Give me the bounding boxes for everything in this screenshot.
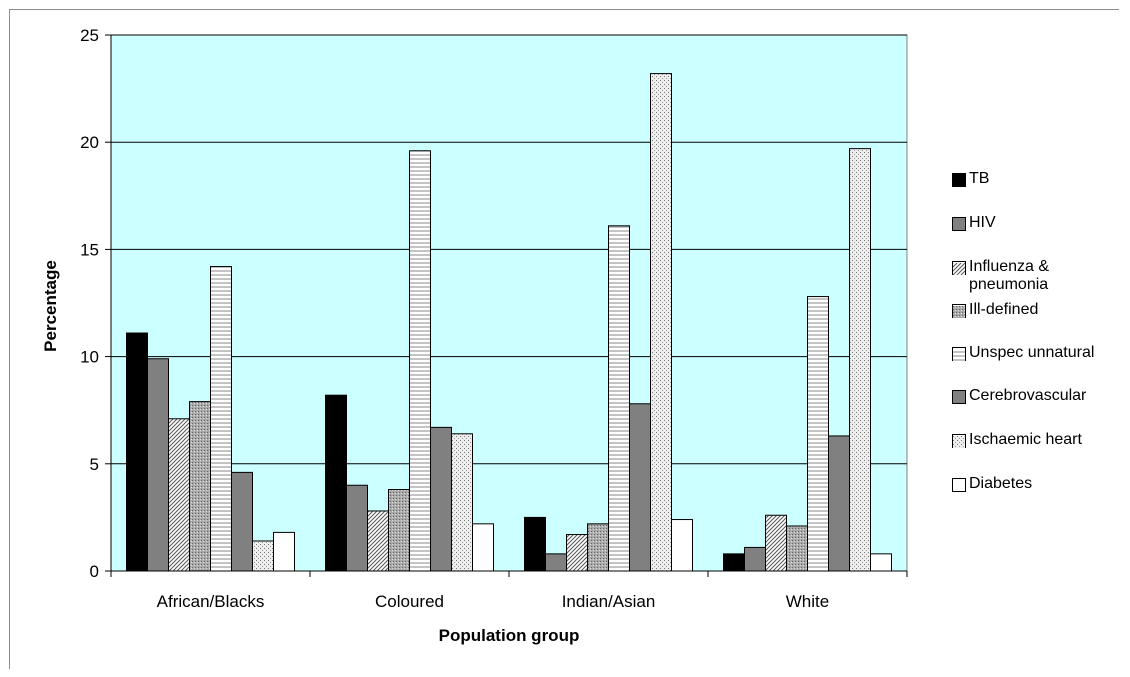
legend-label: Cerebrovascular [969, 387, 1087, 404]
bar [189, 401, 211, 572]
x-tick-label: Indian/Asian [562, 592, 656, 611]
legend-swatch [952, 217, 966, 231]
legend-label: Ischaemic heart [969, 431, 1082, 448]
y-tick-label: 20 [80, 133, 99, 152]
bar [545, 553, 567, 572]
legend-swatch-fill [953, 436, 965, 448]
bar [849, 148, 871, 572]
legend-item: Ill-defined [952, 301, 1129, 319]
bar [273, 531, 295, 572]
gridlines [111, 34, 907, 465]
y-tick-label: 5 [90, 455, 99, 474]
bar [870, 553, 892, 572]
bar [828, 435, 850, 572]
bar [409, 150, 431, 572]
bar [147, 358, 169, 572]
bar [252, 540, 274, 572]
legend-swatch-fill [953, 349, 965, 361]
legend-swatch [952, 434, 966, 448]
legend-swatch [952, 390, 966, 404]
bar [346, 484, 368, 572]
bar [126, 332, 148, 572]
x-tick-label: White [786, 592, 829, 611]
bar [430, 426, 452, 572]
y-tick-label: 25 [80, 26, 99, 45]
bars [126, 73, 892, 572]
bar [807, 296, 829, 572]
y-tick-label: 15 [80, 240, 99, 259]
bar [451, 433, 473, 572]
legend-label: TB [969, 170, 990, 187]
legend-item: Ischaemic heart [952, 431, 1129, 449]
bar [786, 525, 808, 572]
bar [325, 394, 347, 572]
legend-item: TB [952, 170, 1129, 188]
axes: 0 5 10 15 20 25 African/Blacks Coloured Indian/A… [80, 26, 908, 611]
legend-item: Unspec unnatural [952, 344, 1129, 362]
legend-item: Influenza & pneumonia [952, 258, 1129, 294]
legend-swatch [952, 347, 966, 361]
legend-item: Cerebrovascular [952, 387, 1129, 405]
bar [367, 510, 389, 572]
bar [744, 546, 766, 572]
legend-item: HIV [952, 214, 1129, 232]
legend-label: Unspec unnatural [969, 344, 1095, 361]
bar [608, 225, 630, 572]
y-axis-title: Percentage [41, 260, 60, 352]
legend-label: Influenza & pneumonia [969, 258, 1050, 293]
bar [231, 471, 253, 572]
bar [671, 519, 693, 572]
bar [168, 418, 190, 572]
bar [765, 514, 787, 572]
y-tick-label: 0 [90, 562, 99, 581]
legend-swatch [952, 173, 966, 187]
bar [524, 516, 546, 572]
x-axis-title: Population group [439, 626, 580, 645]
legend-item: Diabetes [952, 475, 1129, 493]
chart-frame [9, 9, 1119, 669]
legend-label: Diabetes [969, 475, 1033, 492]
bar [629, 403, 651, 572]
legend-label: HIV [969, 214, 996, 231]
legend-swatch [952, 304, 966, 318]
legend-swatch [952, 261, 966, 275]
bar [472, 523, 494, 572]
bar [388, 489, 410, 572]
x-tick-label: African/Blacks [157, 592, 265, 611]
legend-swatch [952, 478, 966, 492]
legend-swatch-fill [953, 263, 965, 275]
legend-label: Ill-defined [969, 301, 1039, 318]
bar [723, 553, 745, 572]
bar [650, 73, 672, 572]
y-tick-label: 10 [80, 348, 99, 367]
bar [587, 523, 609, 572]
bar [210, 266, 232, 572]
x-tick-label: Coloured [375, 592, 444, 611]
legend-swatch-fill [953, 306, 965, 318]
bar [566, 534, 588, 572]
